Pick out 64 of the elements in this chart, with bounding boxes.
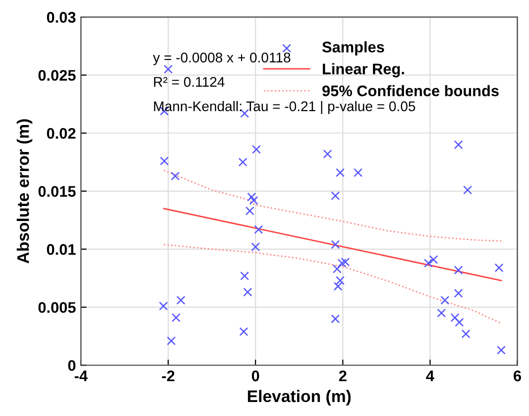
point: [252, 144, 261, 154]
point: [454, 140, 463, 150]
line-series: [163, 244, 502, 324]
point: [323, 150, 332, 158]
point: [176, 296, 186, 305]
point: [249, 196, 258, 205]
point: [247, 192, 256, 202]
point: [461, 329, 470, 338]
annotation: y = -0.0008 x + 0.0118: [152, 52, 290, 66]
point: [330, 191, 340, 200]
y-tick-label: 0.01: [46, 244, 76, 255]
point: [251, 242, 260, 252]
point: [164, 64, 173, 74]
point: [330, 240, 340, 249]
point: [166, 336, 176, 346]
legend-label: Linear Reg.: [322, 63, 404, 78]
point: [454, 266, 463, 275]
point: [336, 168, 345, 178]
point: [245, 206, 254, 216]
y-tick-label: 0.015: [38, 186, 76, 197]
legend-label: Samples: [322, 41, 384, 56]
point: [238, 158, 248, 167]
point: [494, 263, 504, 272]
x-tick-label: 2: [339, 370, 346, 382]
line-series: [163, 170, 502, 242]
annotation: R² = 0.1124: [154, 76, 224, 87]
point: [440, 296, 450, 305]
point: [334, 282, 342, 291]
point: [172, 313, 181, 322]
point: [170, 172, 180, 180]
point: [239, 327, 248, 336]
point: [429, 255, 438, 264]
point: [450, 313, 460, 322]
x-tick-label: 0: [252, 370, 260, 382]
point: [160, 156, 169, 166]
y-axis-title: Absolute error (m): [16, 119, 32, 264]
point: [243, 288, 252, 297]
point: [330, 314, 340, 324]
y-tick-label: 0.025: [38, 70, 76, 81]
point: [336, 276, 345, 285]
x-tick-label: -4: [74, 370, 88, 382]
point: [424, 258, 433, 268]
point: [332, 264, 342, 274]
x-tick-label: 4: [426, 370, 434, 382]
x-axis-title: Elevation (m): [248, 390, 351, 406]
point: [240, 271, 250, 280]
point: [436, 308, 446, 318]
legend-label: 95% Confidence bounds: [322, 85, 499, 96]
y-tick-label: 0.005: [38, 302, 76, 313]
point: [337, 258, 346, 268]
y-tick-label: 0.03: [46, 12, 76, 23]
point: [340, 258, 350, 266]
point: [496, 346, 506, 355]
point: [354, 168, 362, 178]
y-tick-label: 0.02: [46, 128, 76, 139]
point: [254, 225, 263, 234]
annotation: Mann-Kendall: Tau = -0.21 | p-value = 0.05: [154, 101, 416, 114]
x-tick-label: 6: [514, 370, 522, 382]
point: [454, 288, 463, 298]
y-tick-label: 0: [68, 360, 76, 371]
point: [463, 186, 472, 194]
point: [158, 302, 168, 310]
x-tick-label: -2: [162, 370, 174, 382]
point: [454, 318, 464, 327]
